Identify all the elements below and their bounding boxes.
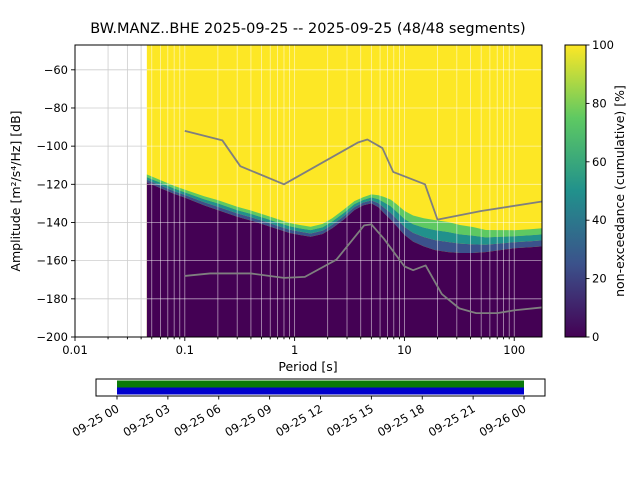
- timeline-tick-label: 09-25 06: [171, 401, 223, 439]
- colorbar-label: non-exceedance (cumulative) [%]: [612, 85, 627, 297]
- timeline-axis: 09-25 00 09-25 03 09-25 06 09-25 09 09-25 12…: [70, 378, 546, 439]
- axis-ticks: 0.01 0.1 1 10 100 −60 −80 −100 −120 −140 −160 −180 −…: [36, 63, 525, 357]
- x-tick-label: 1: [291, 343, 298, 357]
- timeline-tick-label: 09-25 21: [426, 401, 478, 439]
- plot-frame: [74, 44, 543, 338]
- x-tick-label: 100: [503, 343, 525, 357]
- colorbar: 0 20 40 60 80 100: [564, 38, 614, 344]
- y-tick-label: −200: [36, 330, 68, 344]
- colorbar-tick-label: 0: [592, 330, 599, 344]
- colorbar-tick-label: 20: [592, 272, 607, 286]
- timeline-coverage-bar-bottom: [117, 387, 524, 395]
- y-tick-label: −100: [36, 139, 68, 153]
- colorbar-tick-label: 40: [592, 213, 607, 227]
- grid-white: [146, 45, 542, 337]
- y-tick-label: −140: [36, 215, 68, 229]
- colorbar-tick-label: 100: [592, 38, 614, 52]
- colorbar-gradient: [564, 44, 587, 338]
- transition-band-1: [146, 179, 542, 254]
- low-noise-model-line: [184, 223, 543, 315]
- x-tick-label: 10: [397, 343, 412, 357]
- heatmap-low-percentile-area: [146, 182, 542, 337]
- colorbar-tick-label: 60: [592, 155, 607, 169]
- y-tick-label: −120: [36, 177, 68, 191]
- x-tick-label: 0.01: [62, 343, 88, 357]
- high-noise-model-line: [184, 130, 543, 221]
- timeline-tick-label: 09-25 09: [222, 401, 274, 439]
- y-axis-label: Amplitude [m²/s⁴/Hz] [dB]: [8, 110, 23, 271]
- y-tick-label: −180: [36, 292, 68, 306]
- heatmap-region: [146, 45, 542, 337]
- timeline-tick-label: 09-25 00: [70, 401, 122, 439]
- timeline-tick-label: 09-25 03: [121, 401, 173, 439]
- colorbar-tick-label: 80: [592, 96, 607, 110]
- x-axis-label: Period [s]: [278, 359, 337, 374]
- timeline-tick-label: 09-26 00: [477, 401, 529, 439]
- main-plot-area: 0.01 0.1 1 10 100 −60 −80 −100 −120 −140 −160 −180 −…: [36, 44, 543, 357]
- timeline-tick-label: 09-25 15: [324, 401, 376, 439]
- y-tick-label: −160: [36, 254, 68, 268]
- plot-title: BW.MANZ..BHE 2025-09-25 -- 2025-09-25 (4…: [90, 21, 525, 37]
- y-tick-label: −60: [44, 63, 68, 77]
- transition-band-2: [146, 177, 542, 245]
- timeline-coverage-bar-top: [117, 380, 524, 388]
- x-tick-label: 0.1: [176, 343, 194, 357]
- y-tick-label: −80: [44, 101, 68, 115]
- transition-band-3: [146, 174, 542, 238]
- timeline-tick-label: 09-25 12: [273, 401, 325, 439]
- timeline-tick-label: 09-25 18: [375, 401, 427, 439]
